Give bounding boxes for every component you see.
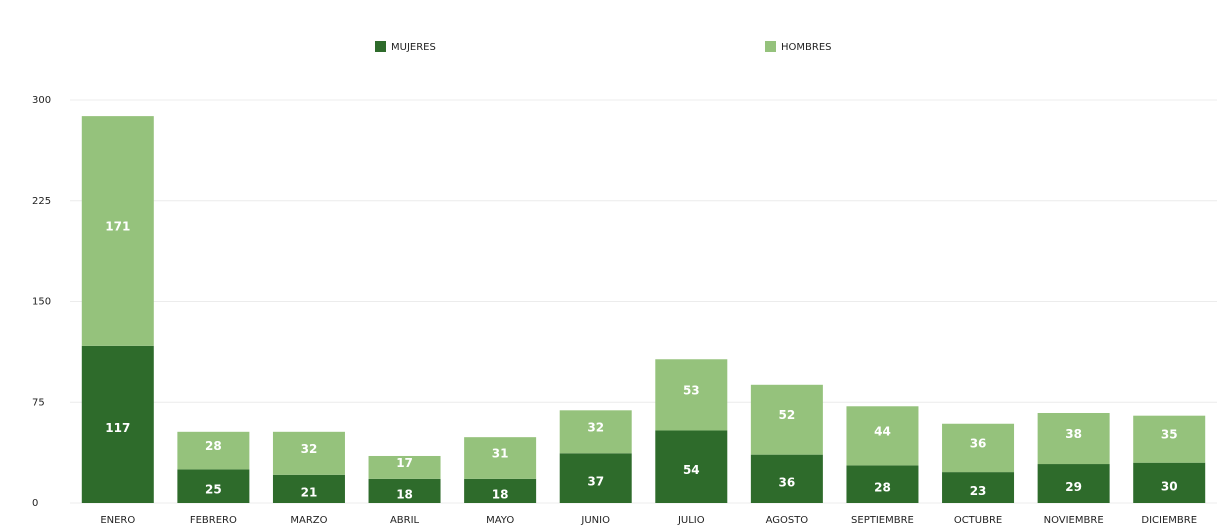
bar (559, 410, 632, 454)
bar (942, 472, 1015, 503)
x-tick-label: OCTUBRE (954, 515, 1002, 526)
bar (559, 453, 632, 503)
value-label: 25 (205, 483, 222, 497)
value-label: 36 (970, 436, 987, 450)
value-label: 117 (105, 421, 130, 435)
x-tick-label: SEPTIEMBRE (851, 515, 914, 526)
value-label: 36 (779, 475, 796, 489)
bar (177, 431, 250, 470)
bar (81, 116, 154, 346)
value-label: 35 (1161, 428, 1178, 442)
value-label: 21 (301, 485, 318, 499)
value-label: 171 (105, 219, 130, 233)
x-tick-label: MAYO (486, 515, 514, 526)
value-label: 32 (587, 420, 604, 434)
bar (1037, 412, 1110, 465)
bar (655, 359, 728, 431)
bar (750, 454, 823, 503)
bar (368, 455, 441, 479)
y-tick-label: 75 (32, 397, 45, 408)
value-label: 28 (874, 481, 891, 495)
bar (750, 384, 823, 455)
bar (1133, 415, 1206, 463)
bar (81, 345, 154, 503)
legend-swatch (765, 41, 776, 52)
y-tick-label: 150 (32, 297, 51, 308)
legend-swatch (375, 41, 386, 52)
value-label: 54 (683, 463, 700, 477)
y-tick-label: 0 (32, 498, 38, 509)
x-tick-label: AGOSTO (766, 515, 809, 526)
x-tick-label: JUNIO (580, 515, 610, 526)
bar (942, 423, 1015, 473)
bar (368, 478, 441, 503)
value-label: 53 (683, 383, 700, 397)
x-tick-label: DICIEMBRE (1141, 515, 1197, 526)
value-label: 52 (779, 408, 796, 422)
x-tick-label: JULIO (677, 515, 705, 526)
y-tick-label: 300 (32, 95, 51, 106)
bar (1037, 464, 1110, 503)
value-label: 31 (492, 446, 509, 460)
value-label: 37 (587, 475, 604, 489)
value-label: 38 (1065, 427, 1082, 441)
x-tick-label: NOVIEMBRE (1044, 515, 1104, 526)
bar (464, 478, 537, 503)
value-label: 32 (301, 442, 318, 456)
legend-label: MUJERES (391, 42, 436, 53)
x-tick-label: ENERO (100, 515, 135, 526)
value-label: 17 (396, 456, 413, 470)
x-tick-label: MARZO (290, 515, 327, 526)
bar (846, 465, 919, 503)
value-label: 30 (1161, 479, 1178, 493)
bar (846, 406, 919, 466)
bar (464, 437, 537, 479)
x-tick-label: ABRIL (390, 515, 420, 526)
bar (177, 469, 250, 503)
bar (272, 431, 345, 475)
value-label: 23 (970, 484, 987, 498)
value-label: 44 (874, 424, 891, 438)
legend-label: HOMBRES (781, 42, 832, 53)
x-tick-label: FEBRERO (190, 515, 237, 526)
value-label: 28 (205, 439, 222, 453)
value-label: 18 (396, 487, 413, 501)
y-tick-label: 225 (32, 196, 51, 207)
bar (272, 474, 345, 503)
bar (1133, 462, 1206, 503)
value-label: 18 (492, 487, 509, 501)
value-label: 29 (1065, 480, 1082, 494)
bar (655, 430, 728, 503)
